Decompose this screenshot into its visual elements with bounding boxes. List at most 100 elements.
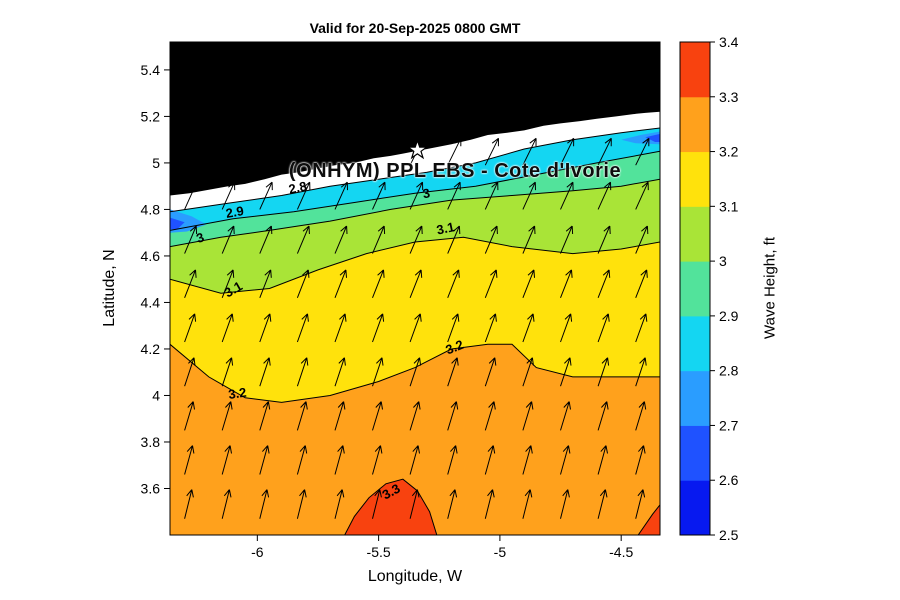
x-tick-label: -6 <box>251 544 264 560</box>
plot-frame <box>169 41 661 536</box>
wave-direction-arrow <box>296 401 308 431</box>
wave-direction-arrow <box>635 401 647 431</box>
wave-direction-arrow <box>597 401 609 431</box>
y-tick-label: 5 <box>152 155 160 171</box>
wave-direction-arrow <box>560 269 573 298</box>
wave-direction-arrow <box>296 445 308 475</box>
wave-direction-arrow <box>184 357 196 387</box>
wave-direction-arrow <box>372 445 383 475</box>
wave-direction-arrow <box>409 225 423 254</box>
wave-direction-arrow <box>221 313 234 343</box>
wave-direction-arrow <box>484 401 496 431</box>
wave-direction-arrow <box>560 357 572 387</box>
wave-direction-arrow <box>447 225 461 254</box>
contour-label-3: 3 <box>421 185 431 201</box>
wave-direction-arrow <box>409 313 422 343</box>
wave-direction-arrow <box>259 313 272 343</box>
wave-direction-arrow <box>221 445 232 475</box>
colorbar-tick-label: 2.7 <box>719 417 739 433</box>
wave-direction-arrow <box>560 489 570 519</box>
wave-band-3.1 <box>170 237 660 403</box>
wave-direction-arrow <box>447 357 459 387</box>
map-overlay-title: (ONHYM) PPL EBS - Cote d'Ivorie <box>288 160 622 182</box>
wave-direction-arrow <box>221 401 233 431</box>
wave-direction-arrow <box>597 137 612 166</box>
colorbar-tick-label: 3 <box>719 253 727 269</box>
colorbar-ticks: 2.5 2.6 2.7 2.8 2.9 3 3.1 3.2 3.3 3.4 <box>710 34 739 543</box>
colorbar-band-2.8 <box>680 315 710 372</box>
wave-direction-arrow <box>296 489 307 519</box>
wave-direction-arrow <box>184 269 197 298</box>
wave-direction-arrow <box>184 225 198 254</box>
wave-direction-arrow <box>259 357 271 387</box>
wave-direction-arrow <box>522 181 536 210</box>
y-tick-label: 4.2 <box>141 341 161 357</box>
wave-direction-arrow <box>409 181 424 210</box>
colorbar-band-3.3 <box>680 42 710 98</box>
colorbar-label: Wave Height, ft <box>761 237 779 339</box>
colorbar-band-3 <box>680 206 710 262</box>
wave-direction-arrow <box>560 313 573 343</box>
wave-direction-arrow <box>484 313 497 343</box>
wave-direction-arrow <box>635 489 646 519</box>
wave-direction-arrow <box>409 445 420 475</box>
wave-direction-arrow <box>296 313 309 343</box>
wave-direction-arrow <box>334 357 346 387</box>
wave-direction-arrow <box>484 489 495 519</box>
wave-direction-arrow <box>296 269 310 298</box>
wave-direction-arrow <box>597 225 611 254</box>
wave-direction-arrow <box>334 181 348 210</box>
contour-line-3.2 <box>170 343 660 403</box>
wave-direction-arrow <box>409 489 420 519</box>
wave-direction-arrow <box>372 489 382 519</box>
colorbar-band-2.6 <box>680 425 710 481</box>
y-axis-label: Latitude, N <box>101 249 118 327</box>
wave-direction-arrow <box>372 181 386 210</box>
wave-direction-arrow <box>334 313 347 343</box>
wave-direction-arrow <box>409 357 422 387</box>
colorbar-frame <box>679 41 711 536</box>
wave-direction-arrow <box>635 445 646 475</box>
wave-direction-arrow <box>259 445 270 475</box>
colorbar-tick-label: 2.6 <box>719 472 739 488</box>
wave-direction-arrow <box>522 313 535 343</box>
wave-direction-arrow <box>522 225 536 254</box>
wave-direction-arrow <box>184 489 194 519</box>
wave-direction-arrow <box>259 181 273 210</box>
wave-direction-arrow <box>635 181 649 210</box>
wave-direction-arrow <box>334 225 348 254</box>
wave-direction-arrow <box>184 445 195 475</box>
axis-ticks: -6 -5.5 -5 -4.5 5.4 5.2 5 4.8 4.6 4.4 4.2 4 3.8 3.6 <box>141 62 634 560</box>
colorbar-tick-label: 3.1 <box>719 198 739 214</box>
land-region <box>170 42 660 196</box>
y-tick-label: 3.8 <box>141 434 161 450</box>
wave-direction-arrow <box>372 357 384 387</box>
colorbar-band-3.2 <box>680 96 710 153</box>
wave-direction-arrow <box>484 225 498 254</box>
y-tick-label: 5.2 <box>141 108 161 124</box>
wave-direction-arrow <box>484 445 496 475</box>
x-tick-label: -4.5 <box>609 544 633 560</box>
wave-direction-arrow <box>597 269 611 298</box>
wave-direction-arrow <box>447 313 460 343</box>
wave-direction-arrow <box>221 269 235 298</box>
wave-direction-arrow <box>635 137 650 166</box>
x-axis-label: Longitude, W <box>367 568 463 585</box>
wave-direction-arrow <box>334 489 345 519</box>
wave-direction-arrow <box>447 401 459 431</box>
wave-direction-arrow <box>522 489 533 519</box>
contour-label-2.9: 2.9 <box>225 203 245 221</box>
wave-direction-arrow <box>635 313 648 343</box>
wave-direction-arrow <box>522 137 537 166</box>
region-3.3 <box>344 478 438 535</box>
wave-band-3.2 <box>170 344 660 535</box>
wave-direction-arrow <box>560 225 574 254</box>
contour-label-2.8: 2.8 <box>287 178 308 196</box>
colorbar-tick-label: 2.5 <box>719 527 739 543</box>
colorbar-tick-label: 3.3 <box>719 89 739 105</box>
wave-direction-arrow <box>635 357 647 387</box>
wave-direction-arrow <box>560 181 574 210</box>
